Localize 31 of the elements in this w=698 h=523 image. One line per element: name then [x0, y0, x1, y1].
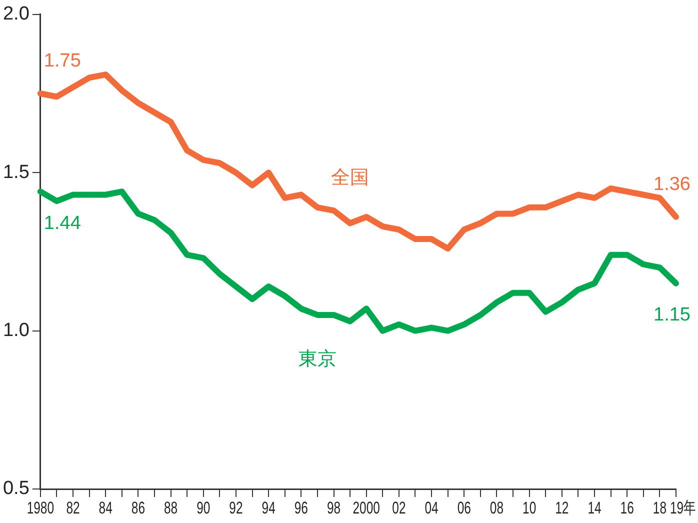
x-tick-label: 19年	[670, 498, 696, 518]
data-label: 1.15	[654, 304, 690, 326]
x-tick-label: 12	[555, 500, 569, 518]
x-tick-label: 88	[164, 500, 178, 518]
x-tick-label: 92	[229, 500, 243, 518]
series-label: 東京	[298, 348, 336, 370]
x-tick-label: 06	[457, 500, 471, 518]
x-tick-label: 2000	[352, 500, 380, 518]
x-tick-label: 90	[196, 500, 210, 518]
x-tick-label: 96	[294, 500, 308, 518]
x-tick-label: 94	[262, 500, 276, 518]
x-tick-label: 18	[652, 500, 667, 518]
x-tick-label: 02	[392, 500, 406, 518]
y-tick-label: 1.5	[2, 162, 30, 183]
data-label: 1.36	[654, 174, 690, 196]
series-label: 全国	[331, 167, 370, 188]
x-tick-label: 98	[326, 500, 341, 518]
y-tick-label: 2.0	[2, 4, 30, 25]
y-tick-label: 0.5	[2, 478, 30, 500]
x-tick-label: 84	[98, 500, 112, 518]
x-tick-label: 86	[131, 500, 145, 518]
x-tick-label: 82	[66, 500, 80, 518]
x-tick-label: 08	[490, 500, 504, 518]
x-tick-label: 14	[588, 500, 602, 518]
x-tick-label: 16	[620, 500, 634, 518]
data-label: 1.44	[44, 212, 82, 234]
x-tick-label: 1980	[26, 500, 54, 518]
x-tick-label: 04	[424, 500, 438, 518]
x-tick-label: 10	[522, 500, 536, 518]
data-label: 1.75	[44, 50, 81, 72]
y-tick-label: 1.0	[2, 320, 30, 342]
